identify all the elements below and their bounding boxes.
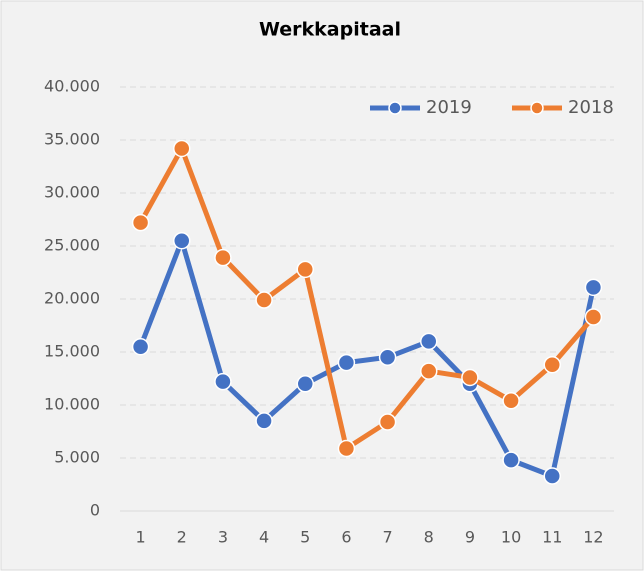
data-point [214, 372, 232, 391]
series-line [138, 145, 596, 451]
data-point [337, 439, 356, 458]
y-tick-label: 40.000 [44, 77, 100, 96]
x-tick-label: 6 [341, 528, 351, 547]
x-tick-label: 1 [135, 528, 145, 547]
data-point [296, 375, 314, 393]
x-tick-label: 5 [300, 528, 310, 547]
y-tick-label: 15.000 [44, 342, 100, 361]
data-point [173, 139, 191, 158]
data-point [378, 348, 397, 367]
data-point [502, 392, 520, 410]
x-tick-label: 8 [424, 528, 434, 547]
x-tick-label: 2 [177, 528, 187, 547]
y-tick-label: 0 [90, 501, 100, 520]
data-point [296, 260, 314, 279]
y-tick-label: 30.000 [44, 183, 100, 202]
y-tick-label: 10.000 [44, 395, 100, 414]
data-point [584, 308, 603, 326]
chart-title: Werkkapitaal [259, 19, 401, 41]
y-tick-label: 5.000 [54, 448, 100, 467]
data-point [461, 368, 479, 387]
x-tick-label: 10 [501, 528, 521, 547]
x-tick-label: 9 [465, 528, 475, 547]
data-point [214, 248, 232, 267]
data-point [131, 213, 150, 232]
x-tick-label: 12 [583, 528, 603, 547]
x-tick-label: 3 [218, 528, 228, 547]
data-point [255, 412, 273, 430]
data-point [420, 332, 438, 351]
data-point [131, 337, 150, 356]
data-point [420, 362, 438, 380]
x-tick-label: 7 [382, 528, 392, 547]
data-point [255, 291, 273, 309]
data-point [502, 451, 520, 469]
legend-label: 2018 [568, 97, 614, 118]
data-point [173, 231, 191, 250]
y-tick-label: 25.000 [44, 236, 100, 255]
data-point [337, 353, 356, 372]
data-point [543, 355, 561, 374]
y-tick-label: 20.000 [44, 289, 100, 308]
y-tick-label: 35.000 [44, 130, 100, 149]
legend-label: 2019 [426, 97, 472, 118]
data-point [378, 413, 397, 431]
legend-marker [530, 101, 544, 115]
data-point [543, 467, 561, 485]
legend-marker [388, 101, 402, 115]
x-tick-label: 11 [542, 528, 562, 547]
data-point [584, 278, 603, 297]
x-tick-label: 4 [259, 528, 269, 547]
